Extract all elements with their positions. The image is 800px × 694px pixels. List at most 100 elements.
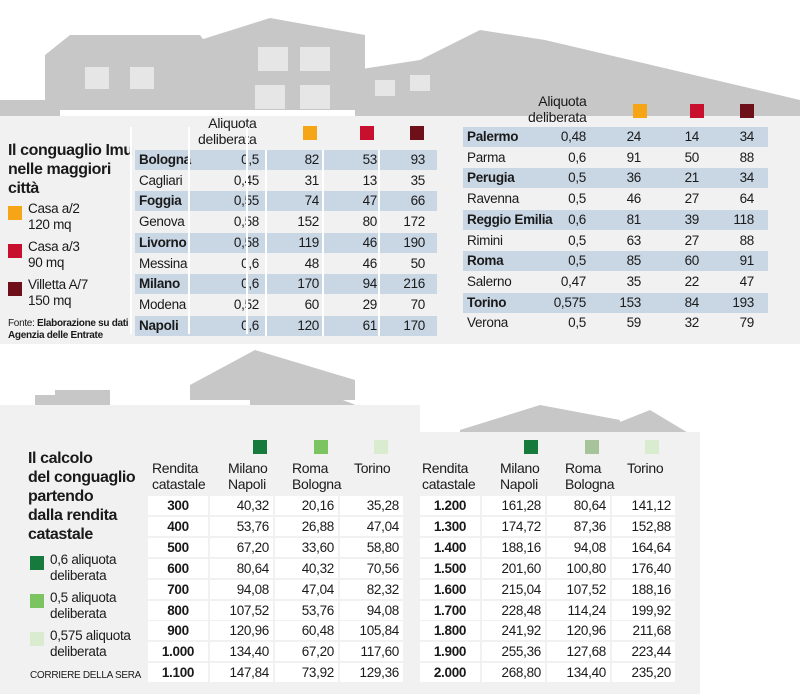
rendita-row: 1.700 228,48 114,24 199,92: [420, 600, 680, 620]
casa-a2-value: 81: [626, 211, 642, 227]
city-row: Salerno 0,47 35 22 47: [463, 272, 768, 292]
green-square-icon: [314, 440, 328, 454]
city-name: Salerno: [467, 273, 512, 289]
villetta-a7-value: 50: [410, 255, 426, 271]
city-name: Ravenna: [467, 191, 519, 207]
casa-a3-value: 50: [684, 149, 700, 165]
dark-green-square-icon: [253, 440, 267, 454]
rendita-value: 900: [148, 621, 208, 641]
roma-bologna-value: 73,92: [275, 663, 338, 683]
casa-a2-value: 153: [619, 294, 641, 310]
city-name: Rimini: [467, 232, 503, 248]
casa-a2-value: 170: [297, 276, 319, 292]
legend-aliquota-06: 0,6 aliquota deliberata: [50, 552, 117, 583]
casa-a2-value: 63: [626, 232, 642, 248]
rendita-row: 800 107,52 53,76 94,08: [148, 600, 408, 620]
aliquota-value: 0,58: [225, 212, 259, 232]
milano-napoli-value: 241,92: [482, 621, 545, 641]
villetta-a7-value: 172: [403, 214, 425, 230]
torino-value: 70,56: [340, 558, 403, 578]
casa-a2-value: 119: [298, 234, 319, 250]
milano-napoli-value: 268,80: [482, 663, 545, 683]
roma-bologna-value: 94,08: [547, 537, 610, 557]
villetta-a7-value: 34: [739, 129, 755, 144]
torino-value: 47,04: [340, 516, 403, 536]
milano-napoli-value: 134,40: [210, 642, 273, 662]
villetta-a7-value: 47: [739, 273, 755, 289]
legend-aliquota-05: 0,5 aliquota deliberata: [50, 590, 117, 621]
torino-value: 105,84: [340, 621, 403, 641]
casa-a3-value: 13: [362, 172, 378, 188]
rendita-row: 1.200 161,28 80,64 141,12: [420, 496, 680, 515]
rendita-value: 1.600: [420, 579, 480, 599]
aliquota-value: 0,48: [560, 129, 586, 144]
milano-napoli-value: 174,72: [482, 516, 545, 536]
villetta-a7-value: 66: [410, 193, 426, 209]
source-note: Fonte: Elaborazione su dati Agenzia dell…: [8, 318, 129, 341]
rendita-value: 1.200: [420, 496, 480, 515]
milano-napoli-value: 147,84: [210, 663, 273, 683]
casa-a3-value: 22: [684, 273, 700, 289]
rendita-value: 2.000: [420, 663, 480, 683]
rendita-row: 2.000 268,80 134,40 235,20: [420, 663, 680, 683]
casa-a2-value: 85: [626, 253, 642, 269]
city-name: Roma: [467, 253, 504, 269]
city-row: Bologna 0,5 82 53 93: [135, 150, 437, 170]
column-divider: [246, 127, 248, 334]
rendita-row: 1.900 255,36 127,68 223,44: [420, 642, 680, 662]
light-green-square-icon: [645, 440, 659, 454]
villetta-a7-value: 88: [739, 232, 755, 248]
city-row: Verona 0,5 59 32 79: [463, 313, 768, 333]
rendita-value: 300: [148, 496, 208, 515]
aliquota-value: 0,5: [568, 253, 586, 269]
city-row: Perugia 0,5 36 21 34: [463, 168, 768, 189]
torino-value: 129,36: [340, 663, 403, 683]
red-square-icon: [690, 104, 704, 118]
roma-bologna-value: 87,36: [547, 516, 610, 536]
aliquota-value: 0,6: [568, 149, 586, 165]
milano-napoli-value: 40,32: [210, 496, 273, 515]
roma-bologna-value: 134,40: [547, 663, 610, 683]
city-row: Reggio Emilia 0,6 81 39 118: [463, 209, 768, 230]
city-row: Genova 0,58 152 80 172: [135, 212, 437, 232]
dark-green-square-icon: [30, 556, 44, 570]
casa-a3-value: 80: [362, 214, 378, 230]
city-name: Napoli: [139, 317, 179, 333]
orange-square-icon: [8, 206, 22, 220]
milano-napoli-value: 201,60: [482, 558, 545, 578]
aliquota-value: 0,58: [225, 233, 259, 253]
header-rendita-right: Rendita catastale: [422, 460, 476, 492]
casa-a2-value: 82: [304, 152, 320, 167]
grey-green-square-icon: [585, 440, 599, 454]
milano-napoli-value: 67,20: [210, 537, 273, 557]
casa-a3-value: 53: [362, 152, 378, 167]
roma-bologna-value: 114,24: [547, 600, 610, 620]
villetta-a7-value: 35: [410, 172, 426, 188]
rendita-value: 500: [148, 537, 208, 557]
orange-square-icon: [633, 104, 647, 118]
column-divider: [378, 150, 380, 337]
city-name: Livorno: [139, 234, 187, 250]
legend-aliquota-0575: 0,575 aliquota deliberata: [50, 628, 131, 659]
rendita-row: 400 53,76 26,88 47,04: [148, 516, 408, 536]
milano-napoli-value: 255,36: [482, 642, 545, 662]
casa-a2-value: 35: [626, 273, 642, 289]
rendita-value: 1.100: [148, 663, 208, 683]
torino-value: 164,64: [612, 537, 675, 557]
city-row: Cagliari 0,45 31 13 35: [135, 171, 437, 191]
rendita-row: 500 67,20 33,60 58,80: [148, 537, 408, 557]
milano-napoli-value: 228,48: [482, 600, 545, 620]
villetta-a7-value: 170: [403, 317, 425, 333]
bottom-title: Il calcolo del conguaglio partendo dalla…: [28, 450, 136, 543]
rendita-row: 1.500 201,60 100,80 176,40: [420, 558, 680, 578]
roma-bologna-value: 53,76: [275, 600, 338, 620]
roma-bologna-value: 100,80: [547, 558, 610, 578]
rendita-value: 700: [148, 579, 208, 599]
rendita-row: 1.000 134,40 67,20 117,60: [148, 642, 408, 662]
orange-square-icon: [303, 126, 317, 140]
casa-a3-value: 39: [684, 211, 700, 227]
casa-a3-value: 46: [362, 234, 378, 250]
torino-value: 117,60: [340, 642, 403, 662]
legend-casa-a3: Casa a/3 90 mq: [28, 239, 80, 270]
casa-a3-value: 14: [684, 129, 700, 144]
